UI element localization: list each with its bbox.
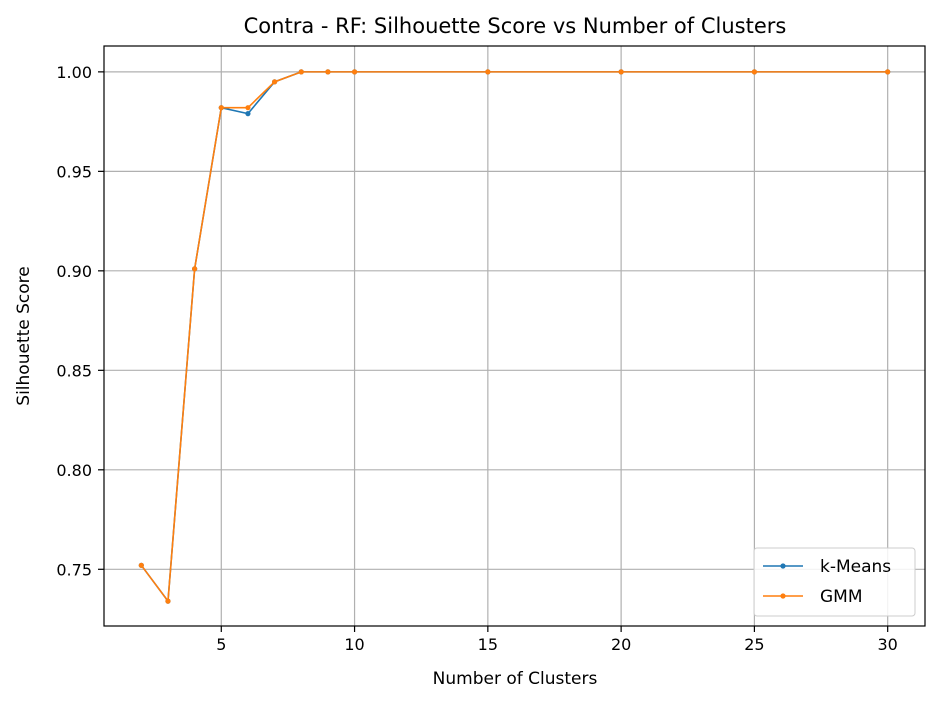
gmm-line xyxy=(140,71,888,604)
y-tick-label: 0.95 xyxy=(56,162,92,181)
x-tick-label: 30 xyxy=(878,635,898,654)
y-tick-label: 1.00 xyxy=(56,63,92,82)
y-tick-label: 0.75 xyxy=(56,560,92,579)
gmm-point xyxy=(245,105,251,111)
k-means-line xyxy=(140,71,888,604)
x-tick-label: 25 xyxy=(744,635,764,654)
x-tick-label: 15 xyxy=(478,635,498,654)
legend-marker-k-means xyxy=(780,563,786,569)
gmm-point xyxy=(138,562,144,568)
y-axis-label: Silhouette Score xyxy=(14,266,34,405)
gmm-point xyxy=(165,598,171,604)
series-layer xyxy=(138,69,891,604)
y-tick-label: 0.85 xyxy=(56,361,92,380)
chart-title: Contra - RF: Silhouette Score vs Number … xyxy=(244,14,787,38)
gmm-point xyxy=(271,79,278,85)
gmm-point xyxy=(885,69,891,75)
gmm-point xyxy=(751,69,758,75)
legend-label-gmm: GMM xyxy=(820,587,863,607)
gmm-point xyxy=(351,69,358,75)
x-tick-label: 5 xyxy=(216,635,226,654)
grid xyxy=(104,46,925,626)
gmm-point xyxy=(218,105,224,111)
legend: k-Means GMM xyxy=(753,547,916,617)
legend-box xyxy=(753,547,916,617)
legend-marker-gmm xyxy=(780,593,786,599)
gmm-point xyxy=(618,69,624,75)
k-means-point xyxy=(245,111,251,117)
y-tick-label: 0.90 xyxy=(56,262,92,281)
x-axis-label: Number of Clusters xyxy=(433,669,598,689)
y-tick-label: 0.80 xyxy=(56,461,92,480)
gmm-point xyxy=(192,266,198,272)
ticks: 5 10 15 20 25 30 0.75 0.80 0.85 0.90 0.95 1.00 xyxy=(56,63,897,654)
legend-label-k-means: k-Means xyxy=(820,557,891,577)
gmm-point xyxy=(298,69,304,75)
plot-frame xyxy=(103,45,926,627)
x-tick-label: 10 xyxy=(344,635,364,654)
gmm-point xyxy=(325,69,331,75)
gmm-point xyxy=(485,69,491,75)
x-tick-label: 20 xyxy=(611,635,631,654)
